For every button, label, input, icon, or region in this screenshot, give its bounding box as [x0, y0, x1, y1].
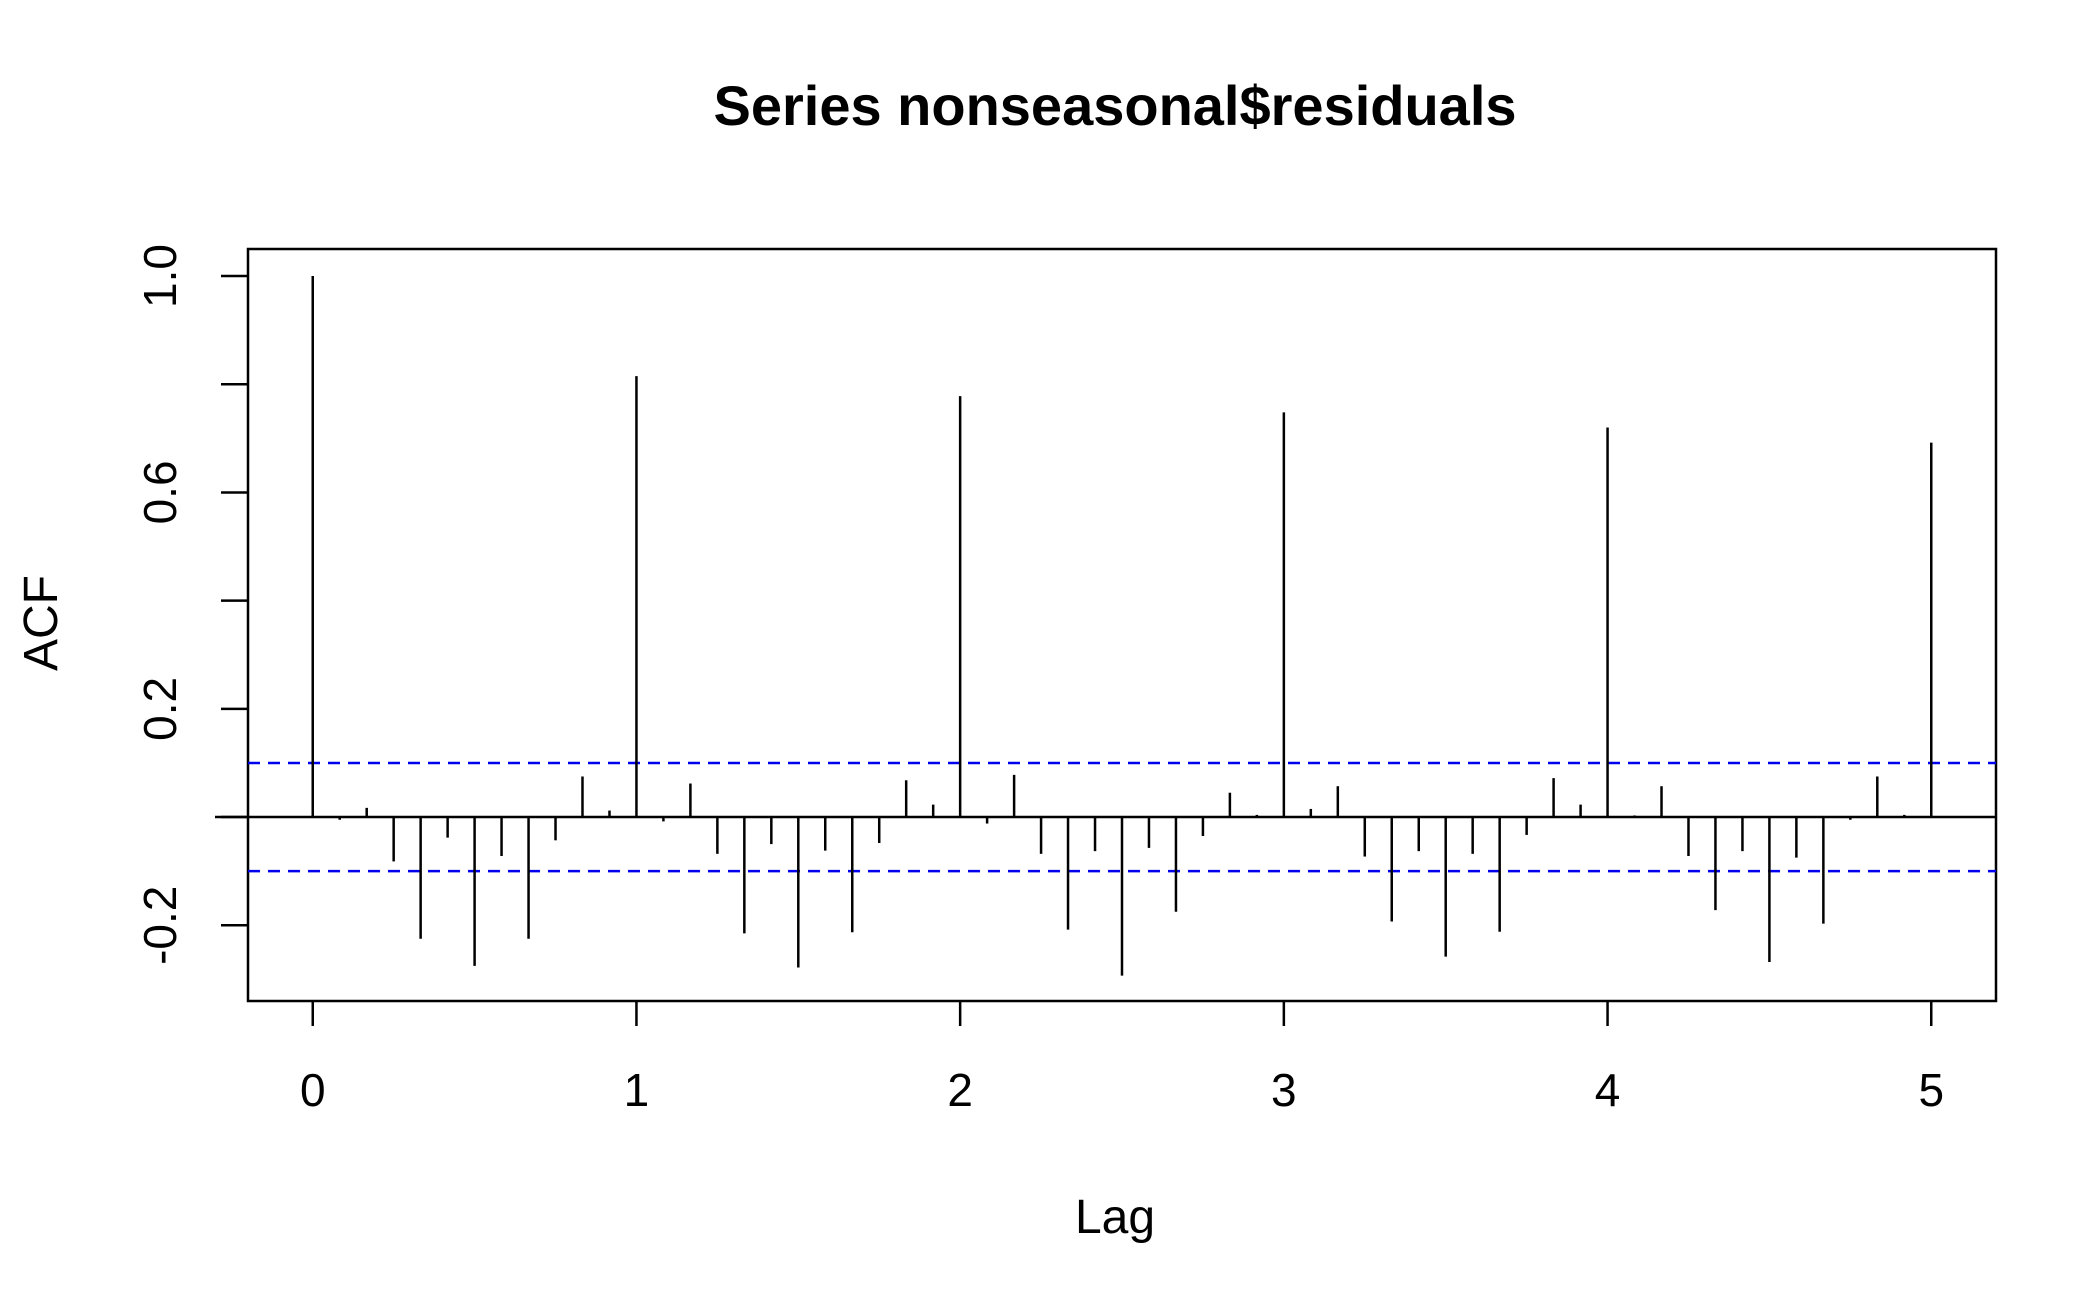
- plot-area: 0 1 2 3 4 5 -0.2 0.2 0.6 1.0: [134, 244, 1998, 1116]
- y-tick-label: 0.2: [134, 677, 186, 741]
- x-axis-label: Lag: [1075, 1191, 1155, 1244]
- plot-frame: [246, 247, 1998, 1003]
- y-tick-label: 0.6: [134, 460, 186, 524]
- chart-title: Series nonseasonal$residuals: [713, 74, 1516, 137]
- y-tick-label: -0.2: [134, 886, 186, 965]
- y-tick-label: 1.0: [134, 244, 186, 308]
- x-tick-label: 2: [947, 1064, 973, 1116]
- x-tick-label: 1: [624, 1064, 650, 1116]
- y-axis-label: ACF: [15, 575, 68, 671]
- x-tick-label: 3: [1271, 1064, 1297, 1116]
- x-tick-label: 5: [1918, 1064, 1944, 1116]
- x-tick-label: 4: [1595, 1064, 1621, 1116]
- x-tick-label: 0: [300, 1064, 326, 1116]
